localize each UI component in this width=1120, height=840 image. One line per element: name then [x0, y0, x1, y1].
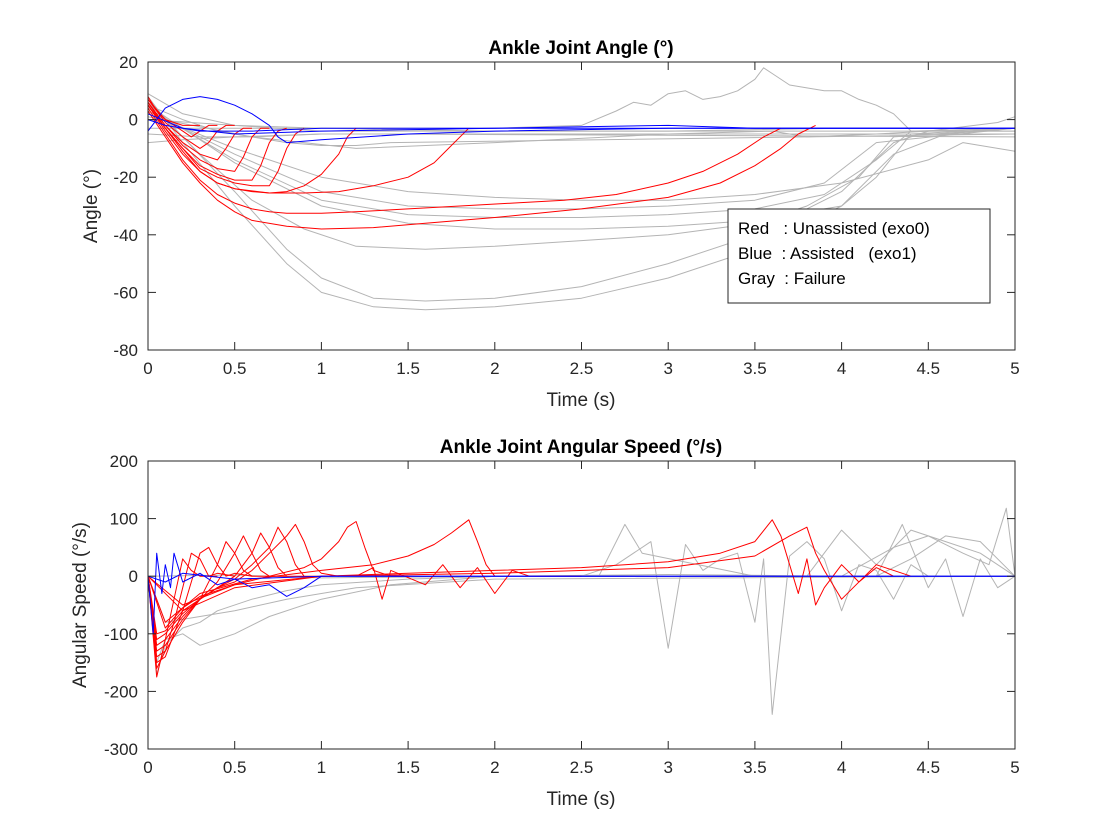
angle-x-tick-label: 2: [490, 359, 499, 378]
speed-series-unassisted-17: [147, 521, 409, 629]
angle-x-tick-label: 3: [663, 359, 672, 378]
speed-x-tick-label: 2: [490, 758, 499, 777]
legend-box: [727, 208, 991, 304]
angle-x-tick-label: 4.5: [916, 359, 940, 378]
speed-y-tick-label: -300: [104, 740, 138, 759]
speed-x-axis-label: Time (s): [547, 789, 616, 810]
angle-x-tick-label: 3.5: [743, 359, 767, 378]
speed-series-unassisted-11: [147, 546, 253, 664]
speed-series-unassisted-13: [147, 535, 287, 652]
speed-x-tick-label: 0: [143, 758, 152, 777]
angle-x-tick-label: 0.5: [223, 359, 247, 378]
angle-y-tick-label: -40: [113, 226, 138, 245]
speed-x-tick-label: 3: [663, 758, 672, 777]
angle-x-tick-label: 0: [143, 359, 152, 378]
angle-y-tick-label: -60: [113, 283, 138, 302]
angle-y-tick-label: -20: [113, 168, 138, 187]
speed-ticks: 0 0.5 1 1.5 2 2.5 3 3.5 4 4.5 5 200 100 0 -100 -200 -300: [104, 452, 1020, 777]
angle-x-tick-label: 2.5: [570, 359, 594, 378]
angle-y-tick-label: -80: [113, 341, 138, 360]
speed-x-tick-label: 3.5: [743, 758, 767, 777]
angle-series-failure-11: [147, 133, 1015, 144]
speed-y-tick-label: 0: [129, 567, 138, 586]
angle-series-failure-0: [147, 96, 1016, 311]
angle-series-unassisted-23: [147, 107, 782, 214]
speed-chart: 0 0.5 1 1.5 2 2.5 3 3.5 4 4.5 5 200 100 0 -100 -200 -300…: [70, 437, 1020, 810]
speed-series-unassisted-12: [147, 541, 270, 658]
speed-y-tick-label: 200: [110, 452, 138, 471]
angle-y-tick-label: 20: [119, 53, 138, 72]
speed-y-tick-label: -200: [104, 682, 138, 701]
legend-entry-assisted: Blue : Assisted (exo1): [738, 244, 917, 263]
speed-chart-title: Ankle Joint Angular Speed (°/s): [440, 437, 722, 458]
angle-series-failure-2: [147, 101, 1016, 250]
speed-x-tick-label: 0.5: [223, 758, 247, 777]
speed-y-tick-label: 100: [110, 510, 138, 529]
angle-series-unassisted-24: [147, 110, 816, 230]
speed-x-tick-label: 1: [317, 758, 326, 777]
legend-entry-failure: Gray : Failure: [738, 269, 846, 288]
speed-series-assisted-23: [147, 572, 1015, 583]
speed-series-unassisted-15: [147, 526, 322, 641]
angle-x-tick-label: 4: [837, 359, 846, 378]
speed-x-tick-label: 2.5: [570, 758, 594, 777]
speed-x-tick-label: 4.5: [916, 758, 940, 777]
angle-x-tick-label: 1: [317, 359, 326, 378]
speed-x-tick-label: 5: [1010, 758, 1019, 777]
speed-series-unassisted-20: [147, 526, 912, 606]
angle-ticks: 0 0.5 1 1.5 2 2.5 3 3.5 4 4.5 5 20 0 -20 -40 -60 -80: [113, 53, 1019, 378]
angle-series-failure-4: [147, 107, 1016, 218]
angle-chart: 0 0.5 1 1.5 2 2.5 3 3.5 4 4.5 5 20 0 -20 -40 -60 -80 Ank…: [81, 38, 1020, 411]
angle-x-tick-label: 1.5: [396, 359, 420, 378]
angle-series-failure-3: [147, 104, 1016, 230]
speed-y-tick-label: -100: [104, 625, 138, 644]
angle-series-unassisted-18: [147, 102, 270, 172]
legend-entry-unassisted: Red : Unassisted (exo0): [738, 219, 930, 238]
speed-series-failure-7: [876, 535, 1016, 577]
legend: Red : Unassisted (exo0) Blue : Assisted …: [727, 208, 991, 304]
angle-series-assisted-27: [147, 113, 1015, 135]
angle-series-failure-6: [147, 113, 1016, 201]
speed-series-failure-6: [806, 529, 1016, 577]
angle-series-unassisted-16: [147, 99, 235, 149]
angle-series-unassisted-20: [147, 104, 305, 187]
speed-y-axis-label: Angular Speed (°/s): [70, 522, 91, 688]
angle-y-tick-label: 0: [129, 111, 138, 130]
speed-x-tick-label: 1.5: [396, 758, 420, 777]
angle-series-unassisted-15: [147, 99, 218, 138]
angle-x-tick-label: 5: [1010, 359, 1019, 378]
angle-y-axis-label: Angle (°): [81, 169, 102, 243]
speed-series-unassisted-16: [147, 523, 339, 635]
angle-series-layer: [147, 67, 1016, 311]
angle-series-unassisted-22: [147, 104, 470, 194]
speed-series-unassisted-18: [147, 519, 496, 623]
angle-x-axis-label: Time (s): [547, 390, 616, 411]
speed-series-layer: [147, 507, 1016, 715]
speed-series-unassisted-14: [147, 532, 305, 646]
angle-series-unassisted-17: [147, 102, 252, 161]
speed-x-tick-label: 4: [837, 758, 846, 777]
angle-series-failure-1: [147, 99, 1016, 302]
angle-chart-title: Ankle Joint Angle (°): [488, 38, 673, 59]
angle-series-assisted-25: [147, 96, 1015, 144]
speed-series-failure-3: [581, 541, 1015, 715]
